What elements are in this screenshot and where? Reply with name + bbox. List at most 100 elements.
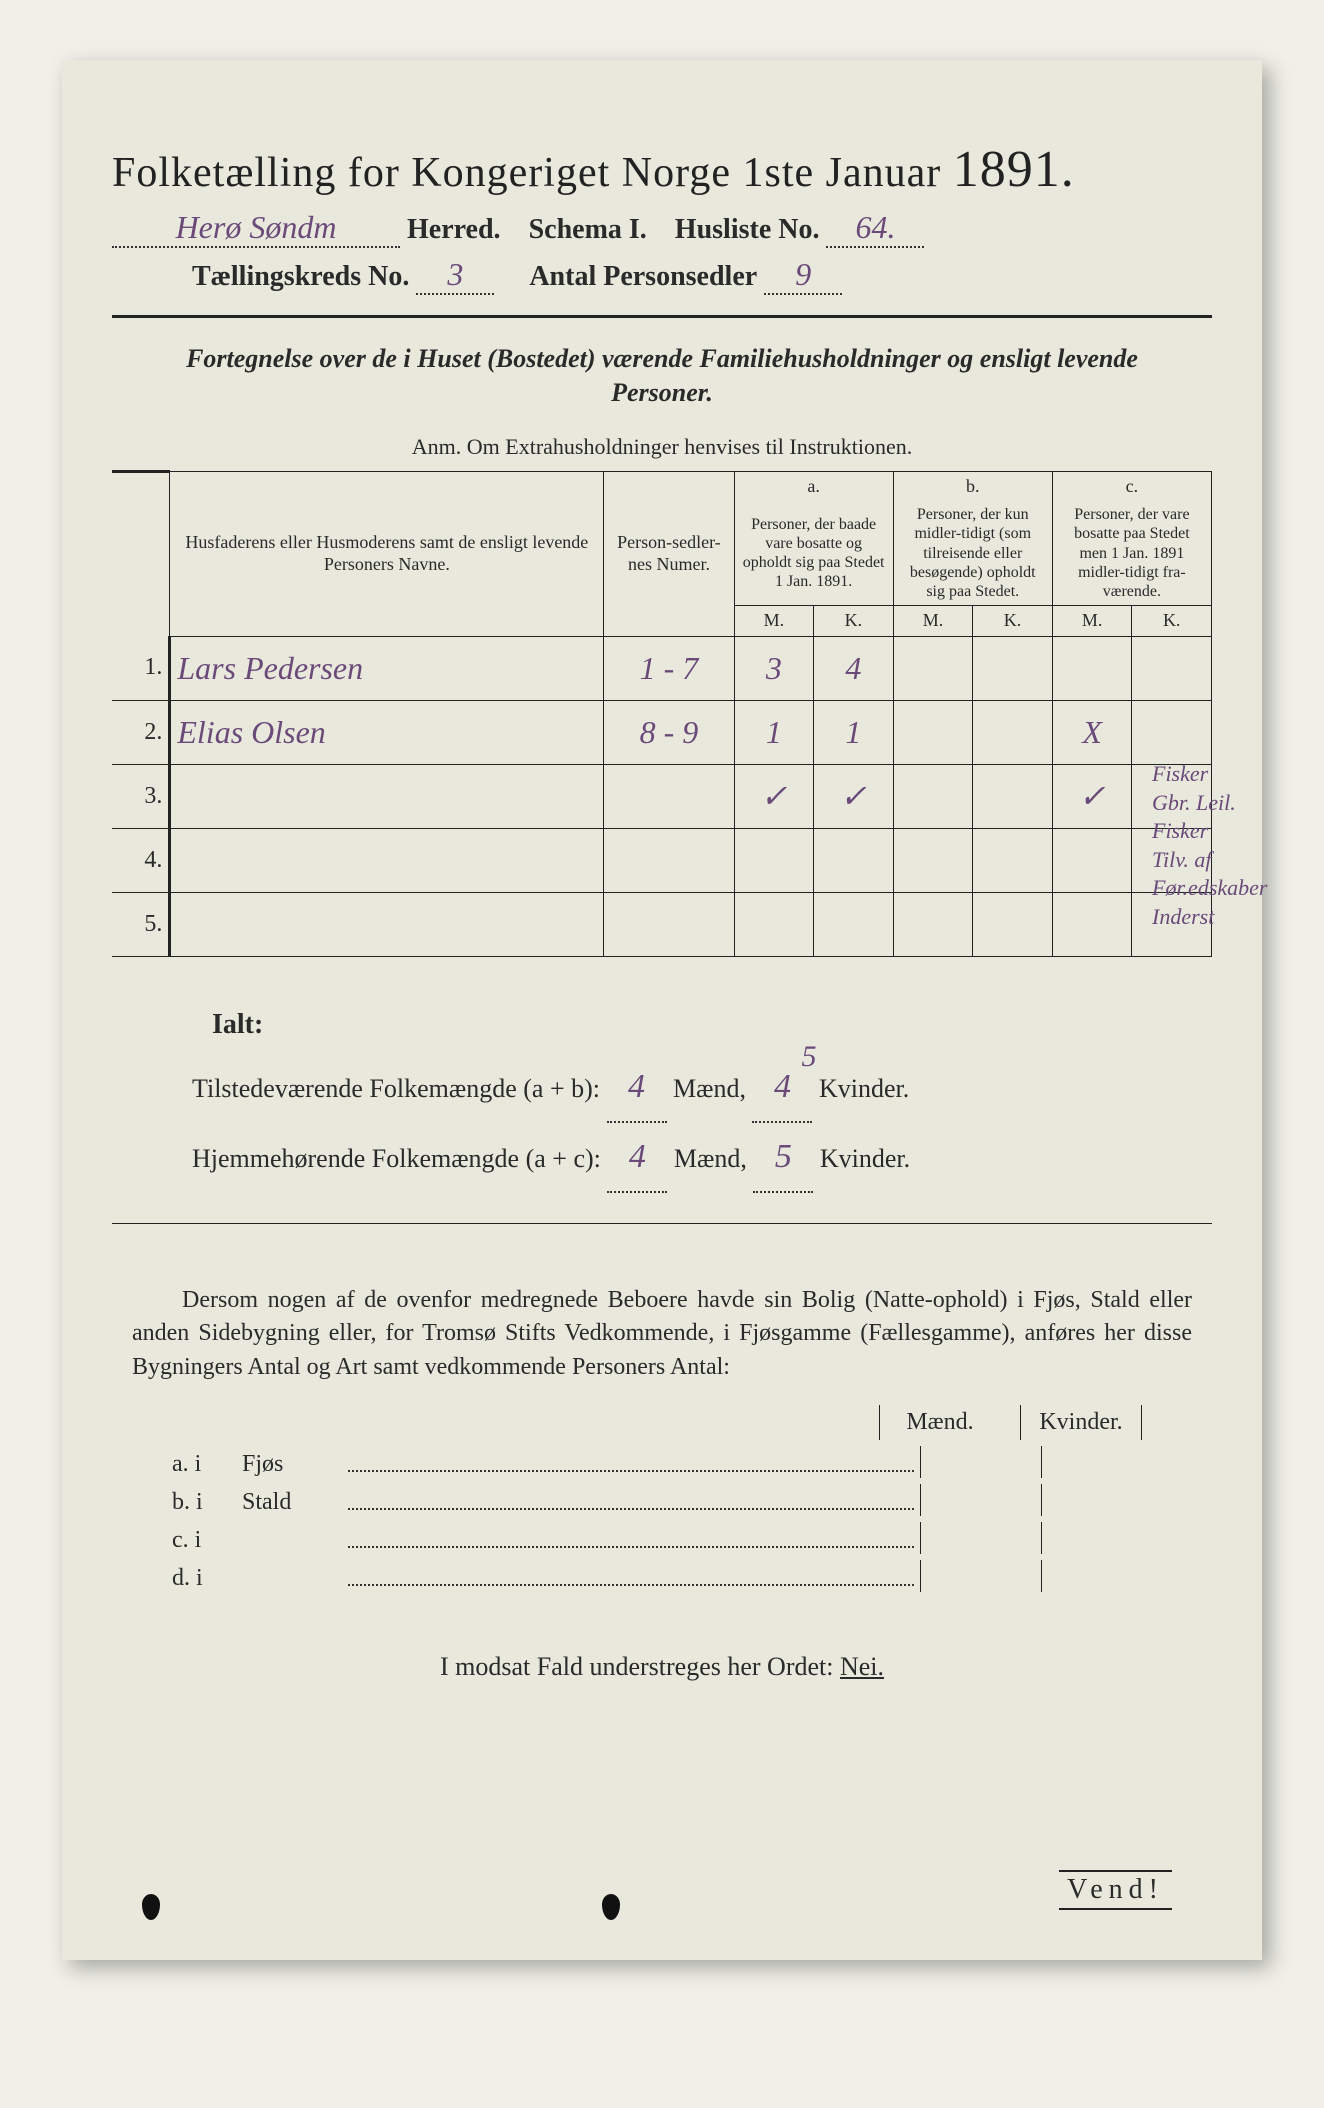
divider-2 [112, 1223, 1212, 1224]
bot-m-cell[interactable] [920, 1522, 1041, 1554]
bot-k-cell[interactable] [1041, 1484, 1162, 1516]
b-m-cell[interactable] [893, 828, 973, 892]
tilstede-k-correction: 5 [801, 1027, 816, 1087]
dotted-line [348, 1583, 914, 1586]
totals-section: Ialt: Tilstedeværende Folkemængde (a + b… [192, 997, 1212, 1193]
hjemme-m[interactable]: 4 [607, 1123, 667, 1193]
bot-kvinder: Kvinder. [1020, 1405, 1142, 1440]
col-ps: Person-sedler-nes Numer. [604, 471, 734, 636]
table-row: 4. [112, 828, 1212, 892]
nei-pre: I modsat Fald understreges her Ordet: [440, 1652, 834, 1681]
c-k-cell[interactable] [1132, 636, 1212, 700]
bot-row-label: b. i [172, 1489, 242, 1516]
col-b-m: M. [893, 606, 973, 637]
herred-field[interactable]: Herø Søndm [112, 209, 400, 248]
a-m-cell[interactable]: 3 [734, 636, 814, 700]
c-m-cell[interactable] [1052, 892, 1132, 956]
col-b: Personer, der kun midler-tidigt (som til… [893, 501, 1052, 605]
a-m-cell[interactable] [734, 892, 814, 956]
c-k-cell[interactable] [1132, 700, 1212, 764]
b-k-cell[interactable] [973, 764, 1053, 828]
ps-cell[interactable] [604, 828, 734, 892]
name-cell[interactable] [170, 764, 604, 828]
name-cell[interactable]: Lars Pedersen [170, 636, 604, 700]
kvinder-label: Kvinder. [819, 1074, 909, 1103]
header-line-1: Herø Søndm Herred. Schema I. Husliste No… [112, 209, 1212, 248]
divider [112, 315, 1212, 318]
table-row: 3.✓✓✓ [112, 764, 1212, 828]
col-a-label: a. [734, 471, 893, 501]
a-k-cell[interactable]: ✓ [814, 764, 894, 828]
antal-field[interactable]: 9 [764, 256, 842, 295]
bottom-row: c. i [172, 1522, 1212, 1554]
col-c-k: K. [1132, 606, 1212, 637]
ps-cell[interactable] [604, 892, 734, 956]
bot-k-cell[interactable] [1041, 1560, 1162, 1592]
kreds-field[interactable]: 3 [416, 256, 494, 295]
b-m-cell[interactable] [893, 892, 973, 956]
a-m-cell[interactable]: ✓ [734, 764, 814, 828]
col-a-k: K. [814, 606, 894, 637]
b-m-cell[interactable] [893, 764, 973, 828]
a-k-cell[interactable] [814, 892, 894, 956]
a-k-cell[interactable] [814, 828, 894, 892]
bot-row-label: c. i [172, 1527, 242, 1554]
bot-m-cell[interactable] [920, 1560, 1041, 1592]
tilstede-row: Tilstedeværende Folkemængde (a + b): 4 M… [192, 1053, 1212, 1123]
col-a-m: M. [734, 606, 814, 637]
row-num: 5. [112, 892, 170, 956]
anm-text: Anm. Om Extrahusholdninger henvises til … [112, 434, 1212, 460]
b-k-cell[interactable] [973, 700, 1053, 764]
nei-line: I modsat Fald understreges her Ordet: Ne… [112, 1652, 1212, 1682]
a-m-cell[interactable] [734, 828, 814, 892]
tilstede-m[interactable]: 4 [607, 1053, 667, 1123]
title-text: Folketælling for Kongeriget Norge 1ste J… [112, 150, 941, 196]
margin-notes: Fisker Gbr. Leil. Fisker Tilv. af Før.ed… [1152, 760, 1242, 932]
ps-cell[interactable]: 1 - 7 [604, 636, 734, 700]
row-num: 1. [112, 636, 170, 700]
bottom-row: d. i [172, 1560, 1212, 1592]
b-k-cell[interactable] [973, 636, 1053, 700]
herred-label: Herred. [407, 214, 501, 245]
tilstede-k[interactable]: 4 5 [752, 1053, 812, 1123]
col-blank [112, 471, 170, 636]
dotted-line [348, 1507, 914, 1510]
dotted-line [348, 1469, 914, 1472]
ialt-label: Ialt: [212, 997, 1212, 1053]
col-name: Husfaderens eller Husmoderens samt de en… [170, 471, 604, 636]
a-k-cell[interactable]: 4 [814, 636, 894, 700]
bot-k-cell[interactable] [1041, 1522, 1162, 1554]
table-row: 2.Elias Olsen8 - 911X [112, 700, 1212, 764]
nei-word: Nei. [840, 1652, 884, 1681]
b-m-cell[interactable] [893, 700, 973, 764]
a-m-cell[interactable]: 1 [734, 700, 814, 764]
c-m-cell[interactable]: ✓ [1052, 764, 1132, 828]
bot-k-cell[interactable] [1041, 1446, 1162, 1478]
bot-m-cell[interactable] [920, 1446, 1041, 1478]
name-cell[interactable]: Elias Olsen [170, 700, 604, 764]
c-m-cell[interactable] [1052, 636, 1132, 700]
ps-cell[interactable] [604, 764, 734, 828]
col-c: Personer, der vare bosatte paa Stedet me… [1052, 501, 1211, 605]
c-m-cell[interactable]: X [1052, 700, 1132, 764]
name-cell[interactable] [170, 892, 604, 956]
col-a: Personer, der baade vare bosatte og opho… [734, 501, 893, 605]
name-cell[interactable] [170, 828, 604, 892]
a-k-cell[interactable]: 1 [814, 700, 894, 764]
b-k-cell[interactable] [973, 892, 1053, 956]
hjemme-k[interactable]: 5 [753, 1123, 813, 1193]
ps-cell[interactable]: 8 - 9 [604, 700, 734, 764]
b-m-cell[interactable] [893, 636, 973, 700]
bot-m-cell[interactable] [920, 1484, 1041, 1516]
tack-icon [602, 1894, 620, 1920]
form-title: Folketælling for Kongeriget Norge 1ste J… [112, 140, 1212, 199]
dersom-paragraph: Dersom nogen af de ovenfor medregnede Be… [132, 1284, 1192, 1385]
c-m-cell[interactable] [1052, 828, 1132, 892]
hjemme-label: Hjemmehørende Folkemængde (a + c): [192, 1144, 601, 1173]
dotted-line [348, 1545, 914, 1548]
antal-label: Antal Personsedler [529, 261, 757, 292]
bottom-row: b. iStald [172, 1484, 1212, 1516]
husliste-field[interactable]: 64. [826, 209, 924, 248]
b-k-cell[interactable] [973, 828, 1053, 892]
tilstede-label: Tilstedeværende Folkemængde (a + b): [192, 1074, 600, 1103]
